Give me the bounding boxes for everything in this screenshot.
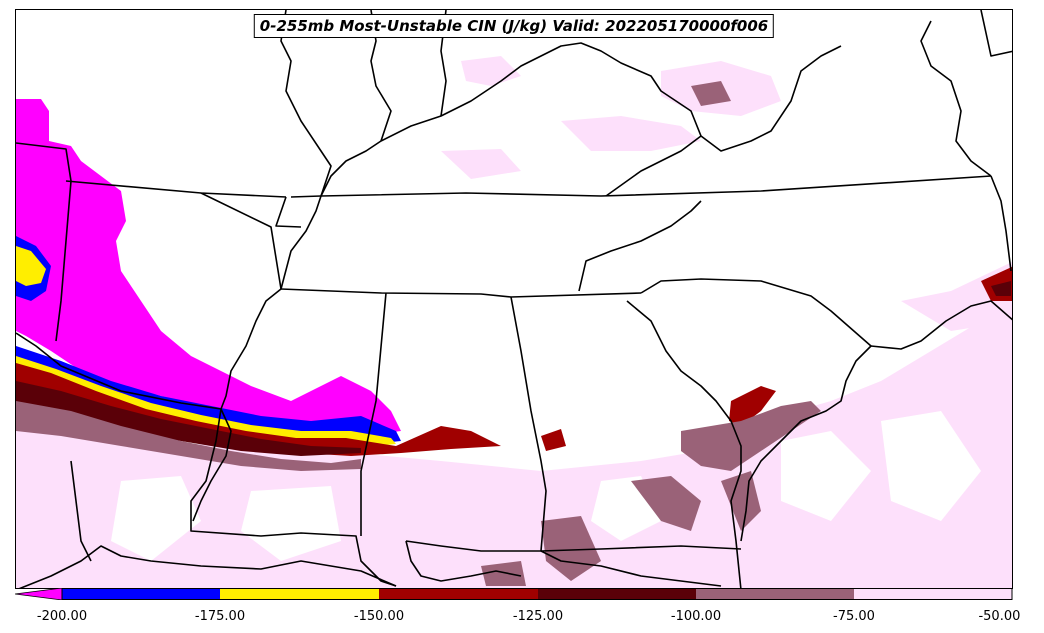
colorbar-tick-label: -50.00 bbox=[978, 609, 1021, 624]
colorbar-extend-arrow bbox=[15, 588, 63, 600]
map-panel: 0-255mb Most-Unstable CIN (J/kg) Valid: … bbox=[15, 9, 1013, 589]
colorbar-tick-label: -175.00 bbox=[194, 609, 246, 624]
cin-mauve-regions bbox=[16, 81, 821, 586]
cin-magenta-region bbox=[16, 99, 401, 436]
colorbar-tick-label: -100.00 bbox=[670, 609, 722, 624]
colorbar-bin-red bbox=[379, 588, 538, 600]
map-title: 0-255mb Most-Unstable CIN (J/kg) Valid: … bbox=[253, 14, 775, 38]
colorbar-tick-label: -75.00 bbox=[833, 609, 875, 624]
colorbar-tick-label: -150.00 bbox=[353, 609, 405, 624]
cin-map bbox=[16, 10, 1012, 588]
colorbar-bin-blue bbox=[62, 588, 220, 600]
cin-clear-areas bbox=[111, 411, 981, 561]
colorbar-outline bbox=[61, 588, 1013, 600]
state-boundaries bbox=[16, 10, 1012, 588]
colorbar bbox=[15, 588, 1013, 600]
colorbar-bin-lightpink bbox=[854, 588, 1012, 600]
colorbar-tick-label: -200.00 bbox=[36, 609, 88, 624]
colorbar-tick-label: -125.00 bbox=[512, 609, 564, 624]
colorbar-bin-darkred bbox=[538, 588, 696, 600]
colorbar-bin-yellow bbox=[220, 588, 379, 600]
colorbar-bin-mauve bbox=[696, 588, 854, 600]
